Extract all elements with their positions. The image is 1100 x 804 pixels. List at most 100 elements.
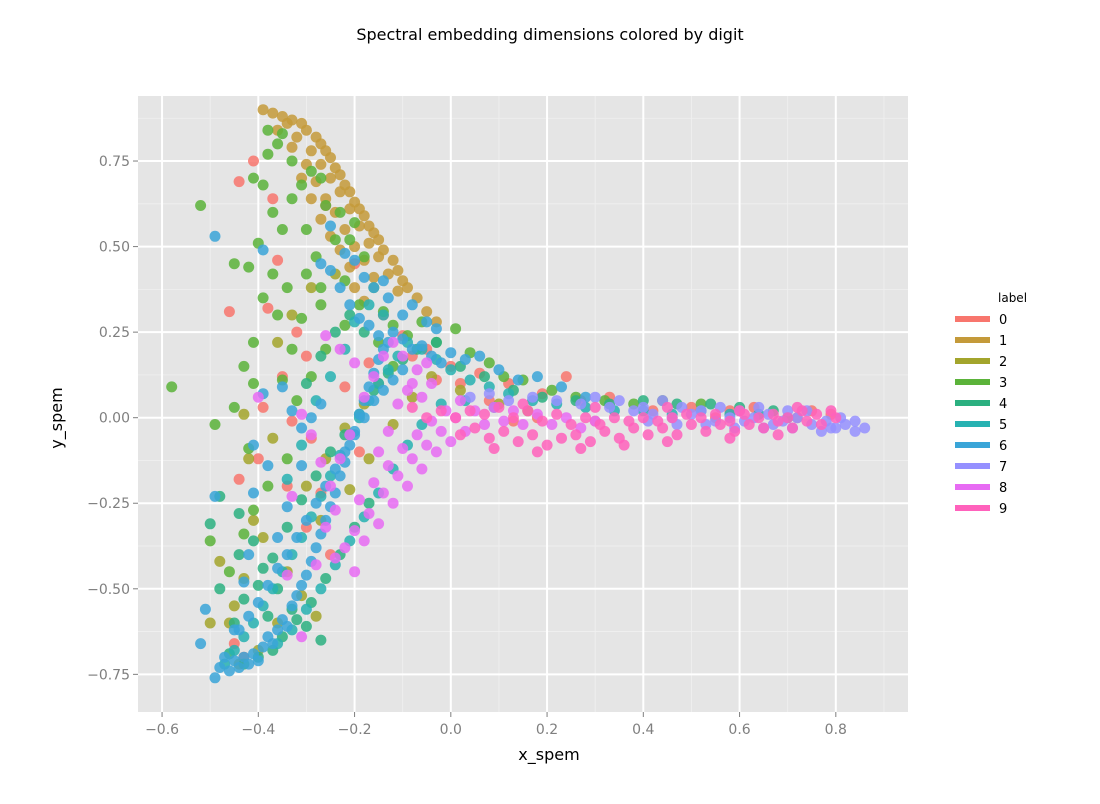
data-point xyxy=(257,292,269,304)
data-point xyxy=(310,559,322,571)
data-point xyxy=(782,412,794,424)
data-point xyxy=(368,371,380,383)
data-point xyxy=(204,518,216,530)
data-point xyxy=(315,398,327,410)
data-point xyxy=(483,357,495,369)
data-point xyxy=(801,415,813,427)
legend-swatch xyxy=(955,358,990,364)
data-point xyxy=(623,415,635,427)
data-point xyxy=(421,439,433,451)
data-point xyxy=(517,419,529,430)
data-point xyxy=(339,542,351,554)
data-point xyxy=(695,412,707,424)
data-point xyxy=(392,285,404,297)
data-point xyxy=(233,549,245,561)
data-point xyxy=(531,371,543,383)
data-point xyxy=(300,569,312,581)
data-point xyxy=(512,374,524,386)
data-point xyxy=(565,419,577,430)
data-point xyxy=(406,299,418,311)
data-point xyxy=(498,415,510,427)
data-point xyxy=(734,405,746,417)
data-point xyxy=(661,436,673,448)
data-point xyxy=(248,172,259,184)
data-point xyxy=(435,425,447,437)
data-point xyxy=(353,299,365,311)
data-point xyxy=(300,268,312,280)
data-point xyxy=(223,566,235,578)
data-point xyxy=(608,412,620,424)
data-point xyxy=(223,306,235,318)
data-point xyxy=(281,117,293,129)
data-point xyxy=(291,326,303,338)
data-point xyxy=(199,603,211,615)
data-point xyxy=(276,128,288,140)
data-point xyxy=(681,408,693,420)
data-point xyxy=(421,306,433,318)
data-point xyxy=(300,514,312,526)
data-point xyxy=(257,641,269,653)
data-point xyxy=(296,460,308,472)
data-point xyxy=(349,566,361,578)
data-point xyxy=(604,401,616,413)
data-point xyxy=(310,610,322,622)
y-tick-label: −0.25 xyxy=(87,496,130,512)
data-point xyxy=(320,200,332,211)
data-point xyxy=(368,395,380,407)
data-point xyxy=(204,617,216,629)
data-point xyxy=(363,299,375,311)
series-8 xyxy=(252,330,601,643)
data-point xyxy=(233,473,245,485)
data-point xyxy=(397,309,409,321)
data-point xyxy=(339,381,351,393)
data-point xyxy=(296,422,308,434)
data-point xyxy=(349,282,361,294)
data-point xyxy=(344,186,356,198)
data-point xyxy=(257,104,269,116)
data-point xyxy=(267,206,279,218)
y-tick-label: 0.75 xyxy=(99,154,130,170)
data-point xyxy=(387,497,399,509)
chart-title: Spectral embedding dimensions colored by… xyxy=(356,25,743,44)
legend-label: 7 xyxy=(999,460,1007,475)
data-point xyxy=(368,271,380,283)
legend-label: 8 xyxy=(999,481,1007,496)
data-point xyxy=(262,610,274,622)
data-point xyxy=(387,326,399,338)
data-point xyxy=(373,518,385,530)
data-point xyxy=(325,265,336,276)
data-point xyxy=(377,350,389,362)
data-point xyxy=(262,148,274,160)
data-point xyxy=(248,378,259,389)
data-point xyxy=(392,470,404,482)
data-point xyxy=(767,408,779,420)
data-point xyxy=(243,453,255,465)
y-axis: 0.75 0.50 0.25 0.00 −0.25 −0.50 −0.75 xyxy=(87,154,138,683)
data-point xyxy=(498,425,510,437)
data-point xyxy=(512,436,524,448)
legend: label 0 1 2 3 4 5 6 7 8 9 xyxy=(955,291,1027,517)
data-point xyxy=(402,282,413,294)
data-point xyxy=(291,532,303,543)
y-tick-label: −0.75 xyxy=(87,667,130,683)
data-point xyxy=(262,579,274,591)
data-point xyxy=(406,401,418,413)
data-point xyxy=(233,176,245,188)
x-tick-label: 0.0 xyxy=(440,722,462,738)
data-point xyxy=(358,535,370,547)
data-point xyxy=(363,497,375,509)
data-point xyxy=(238,528,250,540)
data-point xyxy=(233,662,245,673)
data-point xyxy=(267,107,279,119)
data-point xyxy=(758,422,770,434)
data-point xyxy=(753,401,765,413)
data-point xyxy=(300,350,312,362)
data-point xyxy=(575,443,587,454)
data-point xyxy=(406,453,418,465)
data-point xyxy=(334,282,346,294)
x-tick-label: −0.6 xyxy=(145,722,179,738)
data-point xyxy=(353,312,365,324)
data-point xyxy=(315,456,327,468)
data-point xyxy=(329,234,341,246)
data-point xyxy=(334,186,346,198)
